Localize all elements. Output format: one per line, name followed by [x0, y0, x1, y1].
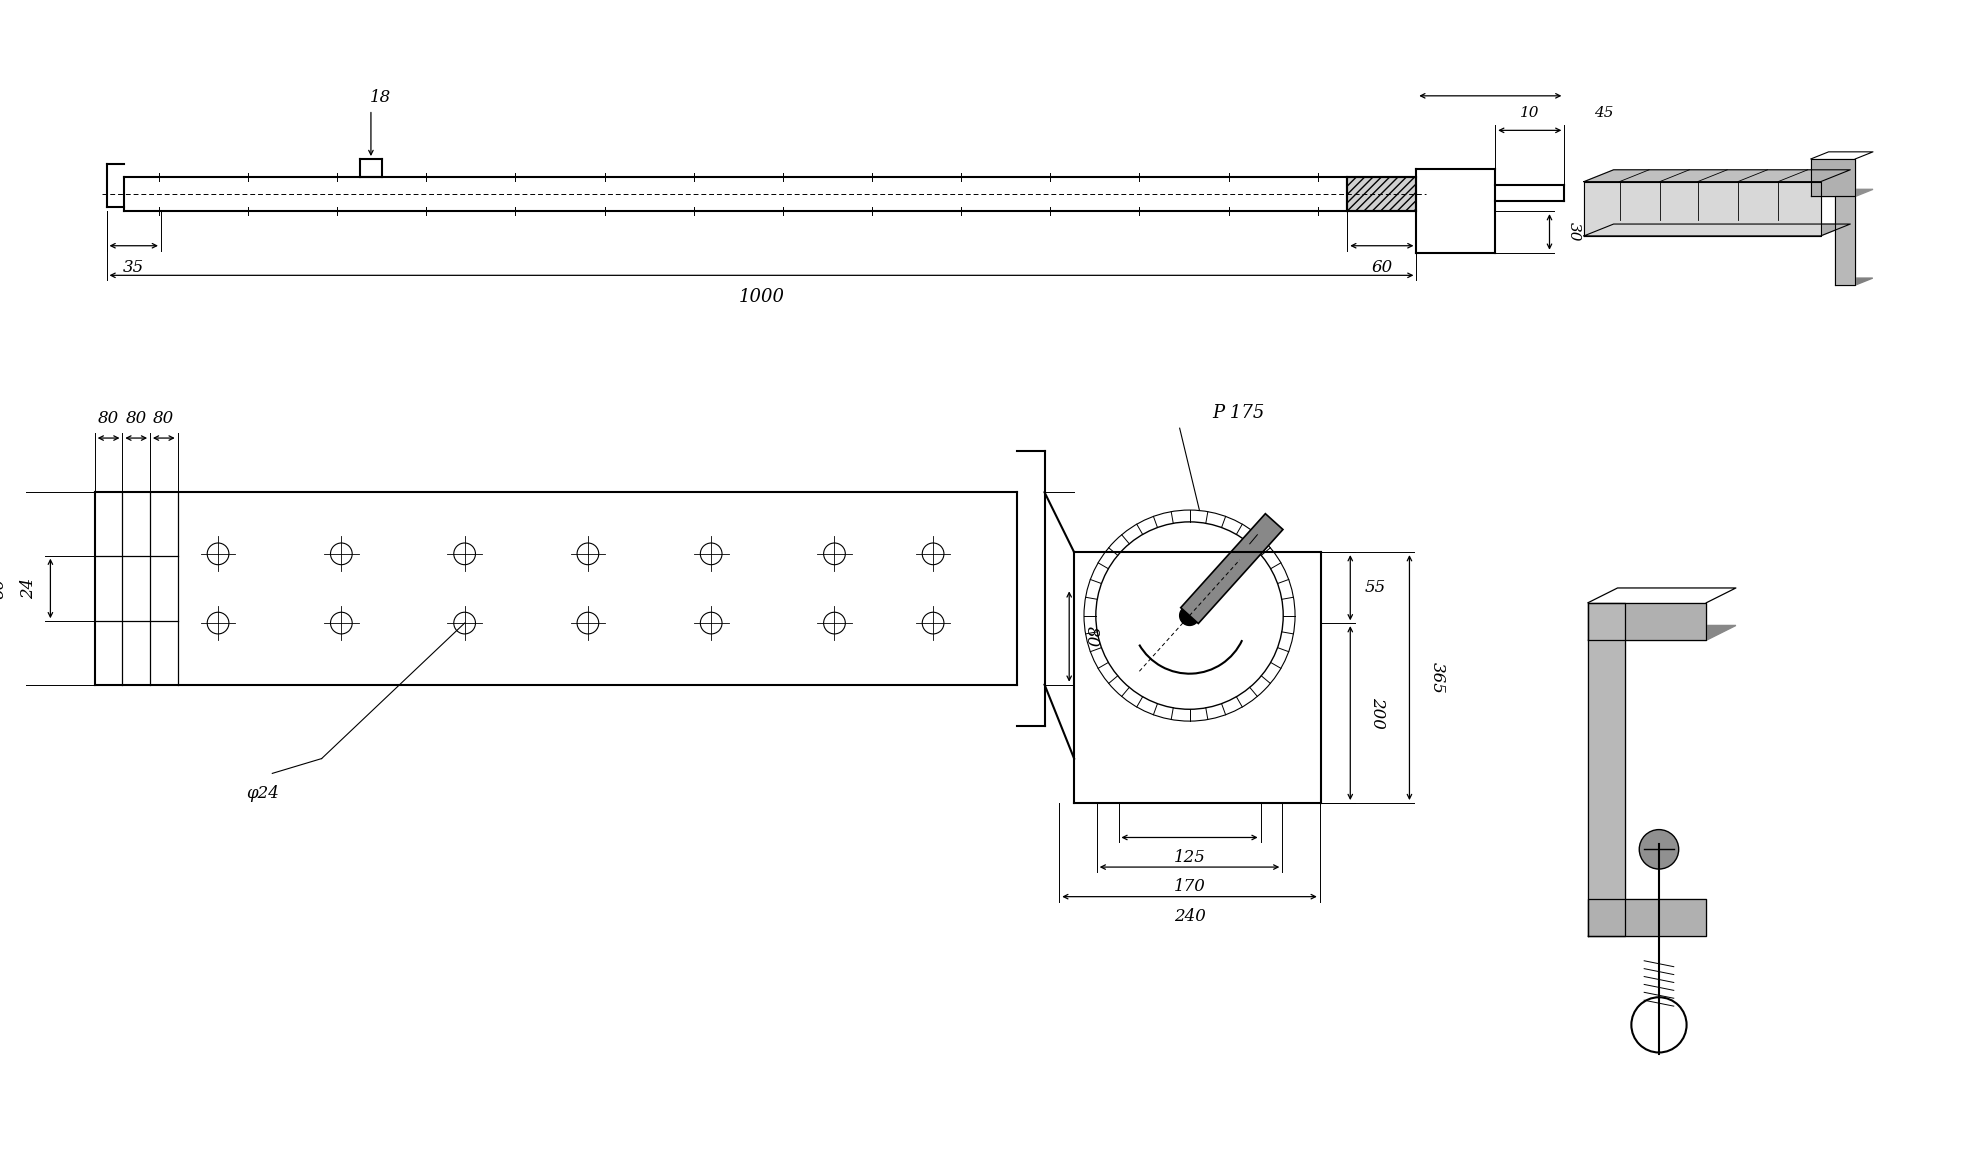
Polygon shape	[1835, 278, 1872, 286]
Text: 60: 60	[1371, 259, 1393, 276]
Polygon shape	[1588, 922, 1655, 936]
Text: 45: 45	[1594, 105, 1614, 119]
Text: 55: 55	[1363, 580, 1385, 596]
Polygon shape	[1835, 197, 1855, 286]
Text: 200: 200	[1369, 697, 1387, 730]
Polygon shape	[1180, 514, 1282, 623]
Circle shape	[1640, 829, 1679, 869]
Polygon shape	[1584, 170, 1851, 182]
Text: φ24: φ24	[247, 785, 278, 802]
Text: 35: 35	[122, 259, 144, 276]
Circle shape	[1180, 605, 1200, 625]
Text: 365: 365	[1428, 662, 1446, 693]
Text: 1000: 1000	[738, 288, 785, 306]
Text: P 175: P 175	[1213, 404, 1265, 423]
Polygon shape	[1588, 625, 1736, 641]
Text: 18: 18	[371, 89, 391, 107]
Text: 80: 80	[126, 410, 146, 427]
Text: 80: 80	[99, 410, 118, 427]
Text: 80: 80	[1083, 626, 1099, 648]
Text: 170: 170	[1174, 878, 1206, 896]
Polygon shape	[1588, 603, 1626, 936]
Text: 125: 125	[1174, 849, 1206, 865]
Text: 60: 60	[0, 577, 8, 600]
Text: 80: 80	[154, 410, 174, 427]
Bar	[1348, 177, 1417, 211]
Polygon shape	[1584, 224, 1851, 235]
Polygon shape	[1588, 603, 1707, 641]
Polygon shape	[1588, 898, 1707, 936]
Text: 24: 24	[20, 577, 37, 600]
Text: 240: 240	[1174, 908, 1206, 925]
Polygon shape	[1811, 190, 1872, 197]
Text: 10: 10	[1519, 105, 1539, 119]
Text: 30: 30	[1567, 222, 1580, 241]
Polygon shape	[1584, 182, 1821, 235]
Polygon shape	[1811, 159, 1855, 197]
